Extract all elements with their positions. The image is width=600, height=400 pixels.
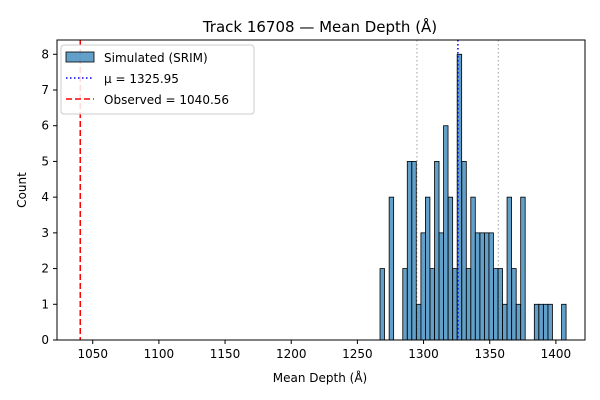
histogram-bar bbox=[438, 232, 444, 341]
x-tick-label: 1300 bbox=[408, 347, 439, 361]
histogram-bar bbox=[465, 268, 472, 341]
histogram-bar bbox=[411, 161, 417, 341]
plot-area-frame bbox=[56, 39, 586, 341]
histogram-bar bbox=[429, 268, 435, 341]
histogram-bar bbox=[506, 196, 512, 341]
histogram-bar bbox=[420, 232, 426, 341]
y-tick-label: 5 bbox=[41, 154, 49, 168]
x-axis-label: Mean Depth (Å) bbox=[273, 370, 367, 385]
histogram-bar bbox=[443, 125, 449, 341]
y-axis-ticks: 0 1 2 3 4 5 6 7 8 bbox=[41, 47, 57, 347]
histogram-bar bbox=[493, 268, 499, 341]
y-tick-label: 7 bbox=[41, 83, 49, 97]
histogram-bar bbox=[543, 303, 549, 341]
x-tick-label: 1200 bbox=[276, 347, 307, 361]
y-axis-label: Count bbox=[15, 172, 29, 208]
y-tick-label: 4 bbox=[41, 190, 49, 204]
histogram-bar bbox=[452, 268, 458, 341]
chart-title: Track 16708 — Mean Depth (Å) bbox=[202, 17, 437, 36]
histogram-bar bbox=[474, 232, 481, 341]
histogram-bar bbox=[406, 161, 413, 341]
histogram-bar bbox=[488, 232, 494, 341]
histogram-bar bbox=[511, 268, 517, 341]
x-tick-label: 1050 bbox=[77, 347, 108, 361]
histogram-bar bbox=[502, 303, 508, 341]
histogram-bar bbox=[447, 196, 454, 341]
histogram-bar bbox=[515, 303, 522, 341]
histogram-bar bbox=[547, 303, 553, 341]
y-tick-label: 3 bbox=[41, 226, 49, 240]
histogram-bar bbox=[388, 196, 395, 341]
histogram-bar bbox=[479, 232, 485, 341]
histogram-bar bbox=[461, 161, 467, 341]
histogram-bar bbox=[402, 268, 408, 341]
x-tick-label: 1400 bbox=[541, 347, 572, 361]
x-tick-label: 1150 bbox=[210, 347, 241, 361]
y-tick-label: 0 bbox=[41, 333, 49, 347]
histogram-bar bbox=[533, 303, 540, 341]
y-tick-label: 1 bbox=[41, 297, 49, 311]
legend-swatch-simulated bbox=[65, 51, 95, 63]
legend-label-simulated: Simulated (SRIM) bbox=[104, 51, 208, 65]
x-tick-label: 1250 bbox=[342, 347, 373, 361]
x-tick-label: 1100 bbox=[144, 347, 175, 361]
histogram-bar bbox=[470, 196, 476, 341]
y-tick-label: 2 bbox=[41, 262, 49, 276]
legend: Simulated (SRIM) μ = 1325.95 Observed = … bbox=[60, 44, 255, 115]
legend-label-observed: Observed = 1040.56 bbox=[104, 93, 229, 107]
histogram-bar bbox=[416, 303, 422, 341]
histogram-bar bbox=[484, 232, 490, 341]
legend-label-mean: μ = 1325.95 bbox=[104, 72, 179, 86]
histogram-bar bbox=[379, 268, 385, 341]
histogram-bar bbox=[425, 196, 431, 341]
histogram-bar bbox=[520, 196, 526, 341]
histogram-bar bbox=[561, 303, 567, 341]
histogram-bar bbox=[538, 303, 544, 341]
x-axis-ticks: 1050 1100 1150 1200 1250 1300 1350 1400 bbox=[77, 340, 571, 361]
histogram-bar bbox=[497, 268, 503, 341]
legend-box bbox=[60, 44, 255, 115]
y-tick-label: 6 bbox=[41, 119, 49, 133]
x-tick-label: 1350 bbox=[474, 347, 505, 361]
y-tick-label: 8 bbox=[41, 47, 49, 61]
histogram-bar bbox=[434, 161, 440, 341]
